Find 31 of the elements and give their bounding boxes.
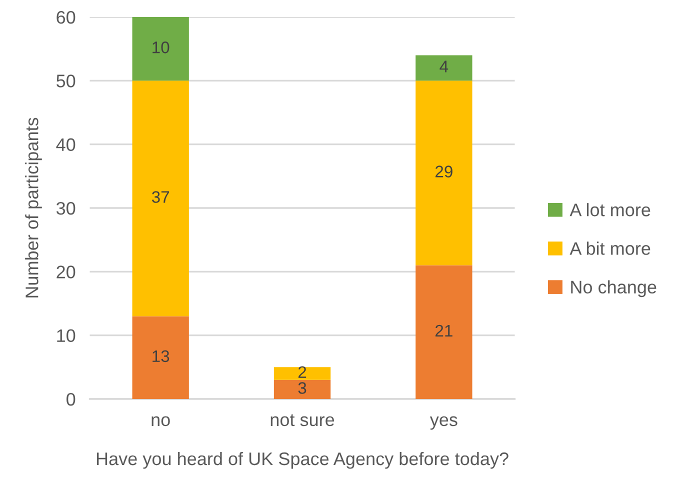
x-axis-title: Have you heard of UK Space Agency before today? — [96, 452, 508, 469]
y-tick-label: 10 — [57, 329, 76, 342]
x-tick-label: no — [152, 416, 170, 426]
data-label: 10 — [152, 42, 170, 54]
y-tick-label: 20 — [56, 266, 76, 278]
bar — [132, 316, 189, 400]
x-tick-label: not sure — [270, 414, 334, 426]
legend-label: A lot more — [570, 203, 650, 216]
data-label: 4 — [440, 60, 448, 72]
data-label: 2 — [298, 366, 306, 378]
bar — [274, 380, 331, 400]
y-tick-label: 30 — [56, 202, 76, 215]
bar — [416, 80, 472, 266]
data-label: 21 — [435, 324, 452, 336]
bar — [274, 367, 331, 380]
y-tick-label: 60 — [56, 10, 76, 24]
bar — [132, 80, 189, 316]
bar — [416, 55, 472, 81]
data-label: 3 — [298, 382, 306, 394]
legend-label: No change — [571, 280, 656, 298]
bar — [416, 265, 472, 400]
bar — [132, 17, 189, 81]
y-tick-label: 0 — [66, 392, 76, 406]
data-label: 37 — [152, 191, 170, 203]
y-axis-title: Number of participants — [25, 118, 42, 298]
legend-label: A bit more — [570, 242, 650, 255]
x-tick-label: yes — [430, 416, 458, 430]
y-tick-label: 50 — [56, 74, 76, 88]
data-label: 13 — [152, 350, 170, 362]
data-label: 29 — [435, 166, 452, 178]
y-tick-label: 40 — [56, 138, 76, 152]
